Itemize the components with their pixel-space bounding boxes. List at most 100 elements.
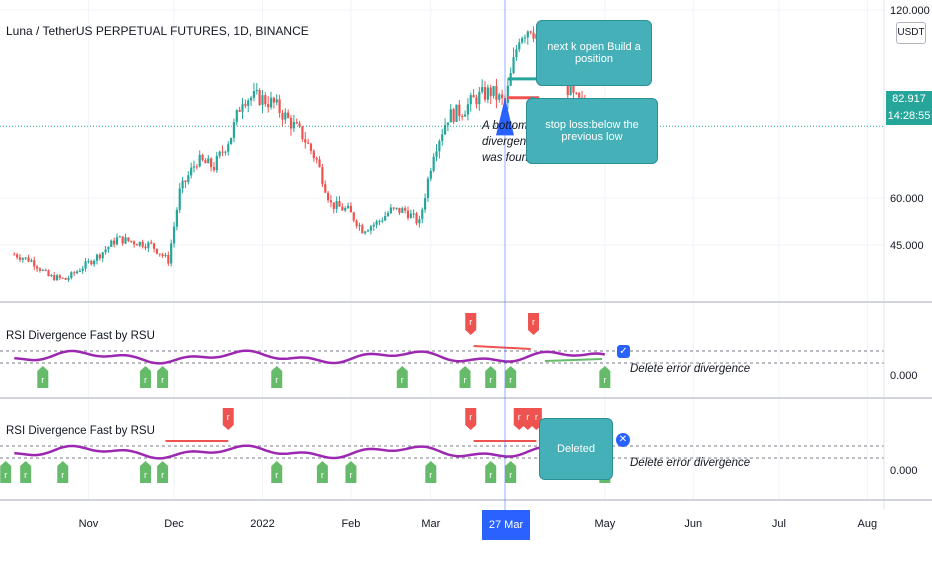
candle-body [121, 236, 124, 244]
candle-body [295, 121, 298, 124]
candle-body [578, 93, 581, 98]
candle-body [518, 42, 521, 50]
candle-body [207, 158, 210, 164]
candle-body [41, 269, 44, 271]
candle-body [575, 92, 578, 94]
candle-body [449, 109, 452, 123]
bar-countdown-label: 14:28:55 [886, 108, 932, 125]
candle-body [344, 208, 347, 211]
candle-body [24, 257, 27, 259]
deleted-callout[interactable]: Deleted [539, 418, 613, 480]
candle-body [278, 99, 281, 113]
candle-body [381, 220, 384, 222]
candle-body [401, 208, 404, 213]
price-axis[interactable]: 45.000 60.000 120.000 [890, 5, 930, 252]
x-tick-label: Nov [79, 518, 99, 530]
candle-body [406, 210, 410, 219]
candle-body [16, 254, 19, 258]
candle-body [90, 260, 93, 265]
candle-body [110, 240, 113, 247]
bull-divergence-line [544, 358, 603, 362]
candle-body [389, 207, 392, 214]
candle-body [115, 237, 119, 245]
bear-divergence-marker [465, 408, 477, 430]
candle-body [384, 215, 387, 221]
candle-body [341, 206, 344, 211]
marker-letter: r [275, 375, 278, 385]
marker-letter: r [518, 412, 521, 422]
candle-body [307, 142, 310, 144]
candle-body [326, 192, 330, 201]
candle-body [224, 151, 227, 153]
bottom-divergence-note: A bottom divergence was found [482, 120, 539, 164]
candle-body [30, 260, 33, 262]
candle-body [35, 266, 39, 269]
marker-letter: r [526, 412, 529, 422]
candle-body [478, 91, 481, 105]
candle-body [172, 226, 176, 244]
x-tick-label: Feb [341, 518, 360, 530]
candle-body [398, 207, 401, 213]
bull-divergence-marker [505, 461, 517, 483]
candle-body [150, 242, 153, 244]
candle-body [264, 95, 267, 105]
bull-divergence-marker [140, 461, 152, 483]
candle-body [152, 243, 156, 249]
candle-body [521, 38, 524, 43]
candle-body [489, 87, 492, 96]
marker-letter: r [489, 470, 492, 480]
bull-divergence-marker [271, 461, 283, 483]
candle-body [526, 31, 529, 38]
candle-body [435, 151, 438, 157]
marker-letter: r [509, 470, 512, 480]
candle-body [481, 87, 484, 92]
candle-body [198, 154, 201, 167]
candle-body [192, 166, 196, 168]
marker-letter: r [161, 470, 164, 480]
candle-body [452, 109, 455, 122]
candle-body [70, 272, 73, 278]
indicator-2-title[interactable]: RSI Divergence Fast by RSU [6, 425, 155, 437]
bull-divergence-marker [396, 366, 408, 388]
x-tick-label: Jun [684, 518, 702, 530]
candle-body [124, 237, 127, 244]
candle-body [267, 104, 270, 108]
candle-body [569, 84, 572, 95]
candle-body [469, 95, 472, 105]
candle-body [64, 277, 67, 280]
candle-body [50, 275, 53, 277]
candle-body [324, 184, 327, 193]
bear-divergence-marker [513, 408, 525, 430]
candle-body [227, 144, 230, 152]
indicator-1-title[interactable]: RSI Divergence Fast by RSU [6, 330, 155, 342]
candle-body [289, 117, 293, 129]
candle-body [93, 260, 96, 265]
candle-body [13, 254, 16, 256]
bull-divergence-marker [485, 366, 497, 388]
candle-body [475, 97, 478, 105]
bull-divergence-marker [425, 461, 437, 483]
candle-body [58, 275, 62, 278]
candle-body [190, 167, 193, 176]
x-tick-label: Mar [421, 518, 440, 530]
candle-body [566, 78, 569, 95]
bull-divergence-marker [505, 366, 517, 388]
candle-body [138, 241, 141, 246]
bear-divergence-marker [465, 313, 477, 335]
marker-letter: r [535, 412, 538, 422]
stop-loss-callout[interactable]: stop loss:below the previous low [526, 98, 658, 164]
currency-unit-button[interactable]: USDT [896, 22, 926, 44]
bull-divergence-marker [57, 461, 69, 483]
marker-letter: r [349, 470, 352, 480]
candle-body [361, 225, 364, 234]
x-tick-label: Aug [858, 518, 878, 530]
time-axis[interactable]: Nov Dec 2022 Feb Mar May Jun Jul Aug [79, 518, 877, 530]
x-tick-label: 2022 [250, 518, 274, 530]
candle-body [81, 268, 84, 271]
candle-body [258, 90, 261, 105]
candle-body [426, 178, 430, 199]
marker-letter: r [24, 470, 27, 480]
entry-callout[interactable]: next k open Build a position [536, 20, 652, 86]
indicator-pane-2: 0.000rrrrrrrrrrrrrrrrr [0, 408, 918, 483]
